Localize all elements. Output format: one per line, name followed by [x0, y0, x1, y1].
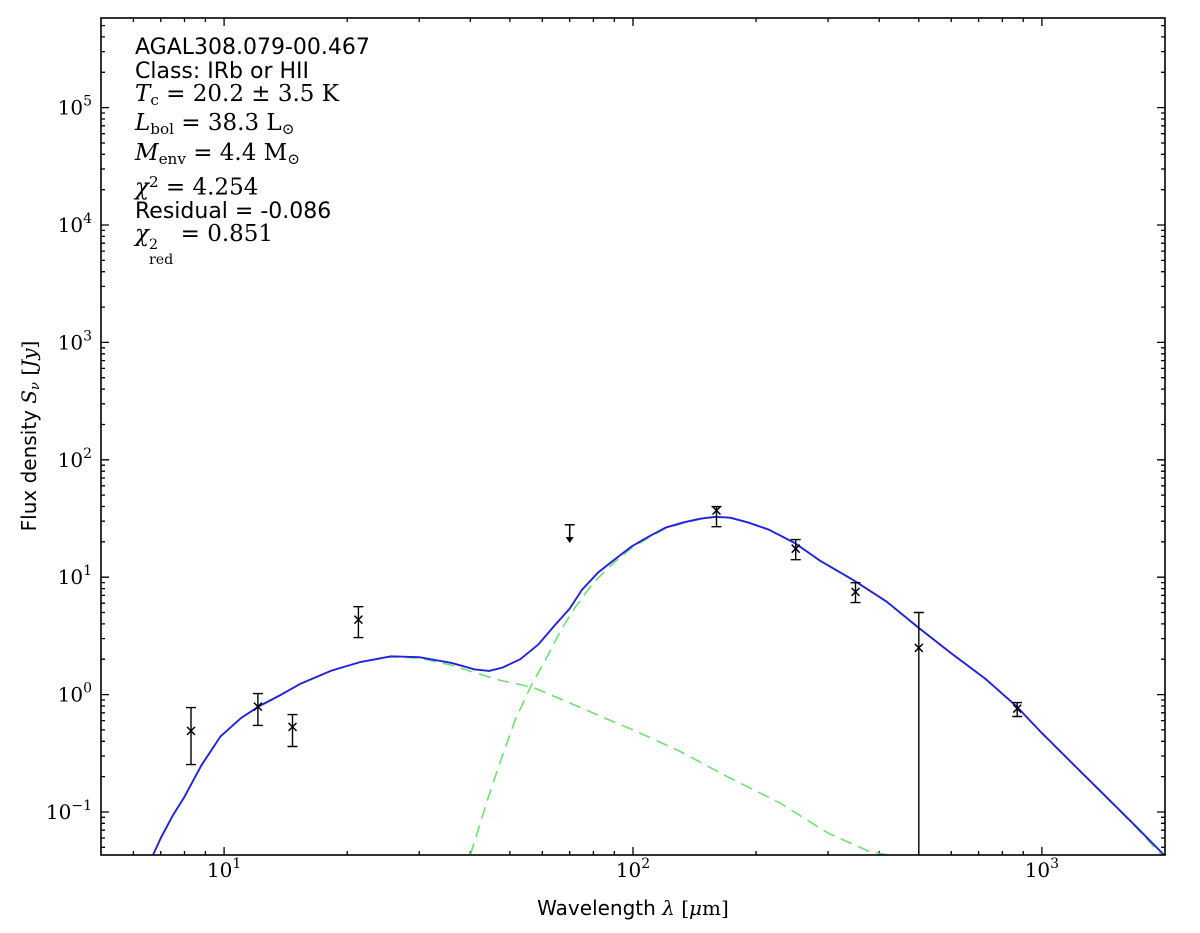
source-info-block: AGAL308.079-00.467 Class: IRb or HII Tc = … [135, 36, 370, 267]
hot-component-curve [152, 655, 889, 856]
annotation-line-7: χ 2 red = 0.851 [135, 221, 274, 268]
annotation-line-3: Lbol = 38.3 L⊙ [135, 110, 295, 139]
y-tick-label: 10−1 [46, 798, 92, 824]
x-tick-label: 102 [616, 856, 650, 882]
error-bar [353, 606, 364, 639]
photometry-point [914, 643, 924, 653]
plot-border [100, 17, 1166, 856]
annotation-line-1: Class: IRb or HII [135, 58, 310, 84]
y-tick-label: 105 [58, 94, 92, 120]
photometry-point [287, 722, 298, 732]
down-arrow-icon [565, 537, 574, 543]
annotation-line-0: AGAL308.079-00.467 [135, 35, 370, 60]
y-axis-label: Flux density Sν [Jy] [16, 340, 44, 532]
x-tick-label: 101 [207, 856, 241, 882]
cold-component-curve [469, 516, 1162, 856]
y-tick-label: 100 [58, 681, 92, 707]
x-axis-label: Wavelength λ [μm] [537, 896, 729, 920]
annotation-line-4: Menv = 4.4 M⊙ [135, 139, 300, 168]
photometry-point [711, 505, 722, 516]
photometry-point [791, 544, 801, 554]
upper-limit-marker [564, 523, 575, 537]
error-bar [287, 713, 298, 748]
error-bar [186, 706, 196, 766]
stacked-sup-sub: 2 red [148, 237, 174, 268]
y-tick-label: 103 [58, 328, 92, 354]
x-tick-label: 103 [1025, 856, 1059, 882]
photometry-point [1012, 704, 1022, 714]
error-bar [252, 692, 263, 727]
photometry-point [353, 615, 363, 625]
error-bar [913, 611, 924, 855]
y-tick-label: 104 [58, 211, 92, 237]
y-tick-label: 101 [58, 563, 92, 589]
y-tick-label: 102 [58, 446, 92, 472]
axis-ticks [101, 18, 1165, 855]
photometry-point [186, 726, 196, 736]
photometry-point [850, 587, 861, 597]
annotation-line-2: Tc = 20.2 ± 3.5 K [135, 81, 339, 109]
annotation-line-6: Residual = -0.086 [135, 198, 332, 224]
annotation-line-5: χ2 = 4.254 [135, 172, 259, 201]
model-total-curve [152, 515, 1165, 856]
photometry-point [253, 702, 263, 712]
